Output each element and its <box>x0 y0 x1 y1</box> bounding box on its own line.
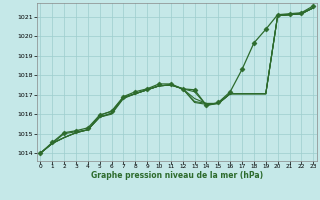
X-axis label: Graphe pression niveau de la mer (hPa): Graphe pression niveau de la mer (hPa) <box>91 171 263 180</box>
